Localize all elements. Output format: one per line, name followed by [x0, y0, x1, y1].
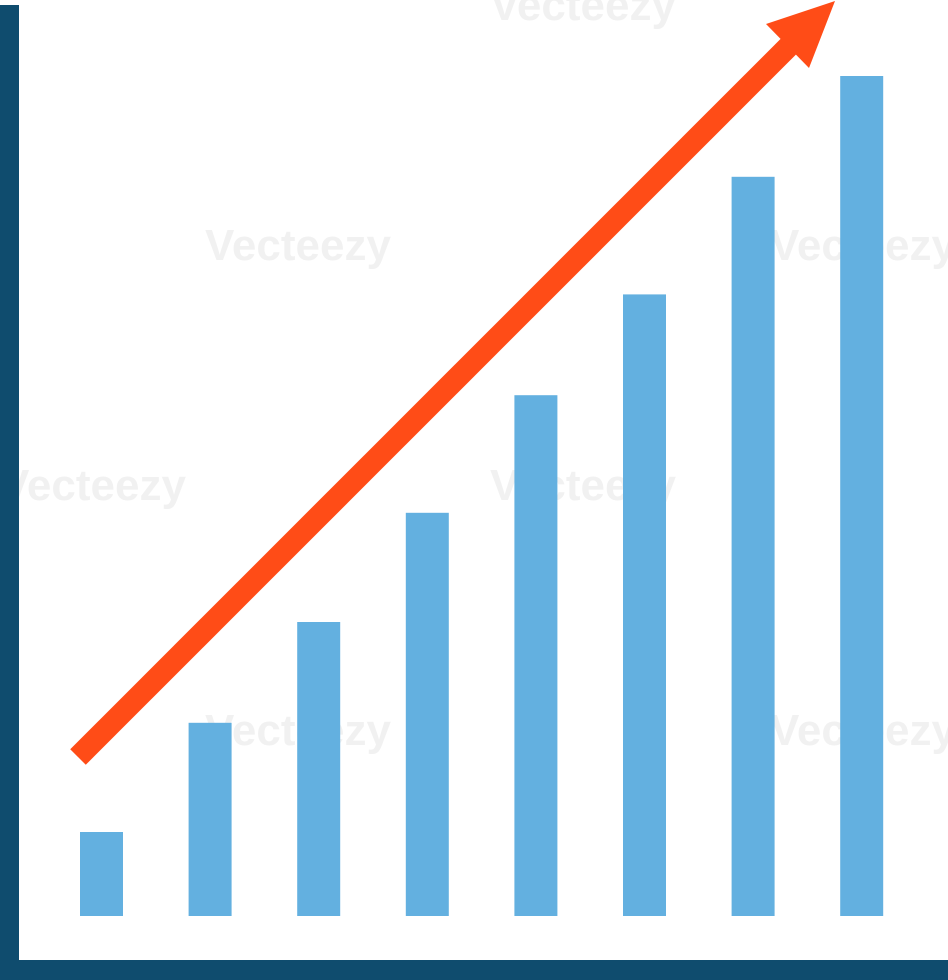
- y-axis: [0, 5, 19, 980]
- bar: [840, 76, 884, 916]
- watermark: Vecteezy: [0, 461, 186, 510]
- bar: [623, 294, 666, 916]
- bar: [731, 176, 775, 917]
- bar: [514, 395, 558, 916]
- trend-arrow-head: [766, 1, 835, 68]
- watermark: Vecteezy: [205, 221, 391, 270]
- bar: [188, 722, 232, 916]
- bar: [80, 832, 123, 916]
- bar: [297, 622, 341, 916]
- trend-arrow-shaft: [70, 27, 808, 765]
- bar: [405, 512, 449, 916]
- watermark: Vecteezy: [490, 0, 676, 30]
- x-axis: [0, 960, 948, 980]
